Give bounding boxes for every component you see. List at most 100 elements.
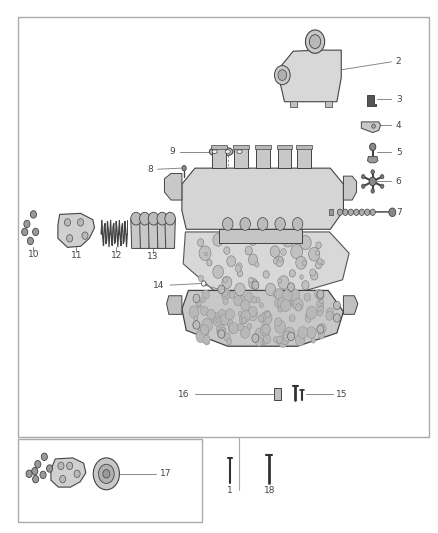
Circle shape <box>307 327 316 338</box>
Circle shape <box>248 309 258 321</box>
Circle shape <box>290 270 295 277</box>
Bar <box>325 101 332 107</box>
Circle shape <box>140 212 150 225</box>
Circle shape <box>203 335 210 344</box>
Text: 7: 7 <box>396 208 402 217</box>
Circle shape <box>275 66 290 85</box>
Circle shape <box>343 209 348 215</box>
Circle shape <box>224 313 230 320</box>
Circle shape <box>255 297 260 303</box>
Circle shape <box>326 308 334 317</box>
Circle shape <box>258 316 264 322</box>
Circle shape <box>369 177 376 185</box>
Circle shape <box>270 246 279 257</box>
Circle shape <box>222 290 228 297</box>
Circle shape <box>281 248 286 255</box>
Text: 4: 4 <box>396 120 402 130</box>
Bar <box>278 147 291 168</box>
Circle shape <box>273 336 278 342</box>
Circle shape <box>207 260 212 266</box>
Text: 12: 12 <box>111 251 122 260</box>
Polygon shape <box>51 458 86 487</box>
Circle shape <box>316 242 321 248</box>
Circle shape <box>193 321 198 328</box>
Bar <box>297 147 311 168</box>
Polygon shape <box>343 296 358 314</box>
Circle shape <box>24 220 30 228</box>
Circle shape <box>361 184 365 188</box>
Polygon shape <box>131 219 141 248</box>
Circle shape <box>359 209 364 215</box>
Circle shape <box>103 470 110 478</box>
Circle shape <box>265 311 270 317</box>
Circle shape <box>41 453 47 461</box>
Circle shape <box>218 310 226 319</box>
Circle shape <box>291 245 303 259</box>
Circle shape <box>233 296 242 306</box>
Circle shape <box>201 281 206 286</box>
Circle shape <box>247 324 252 329</box>
Circle shape <box>289 289 300 302</box>
Circle shape <box>278 70 287 80</box>
Circle shape <box>278 306 283 312</box>
Polygon shape <box>140 219 150 248</box>
Circle shape <box>237 270 243 277</box>
Circle shape <box>217 330 222 335</box>
Circle shape <box>280 334 290 345</box>
Polygon shape <box>164 173 182 200</box>
Circle shape <box>305 316 311 322</box>
Circle shape <box>371 169 374 174</box>
Circle shape <box>292 217 303 230</box>
Circle shape <box>218 330 225 338</box>
Polygon shape <box>219 229 302 243</box>
Polygon shape <box>182 290 343 346</box>
Circle shape <box>200 325 208 335</box>
Circle shape <box>265 311 270 318</box>
Circle shape <box>275 320 286 333</box>
Circle shape <box>232 234 239 243</box>
Circle shape <box>275 318 282 326</box>
Circle shape <box>289 314 295 322</box>
Circle shape <box>239 314 247 324</box>
Circle shape <box>263 271 269 278</box>
Bar <box>211 145 227 149</box>
Circle shape <box>296 304 302 311</box>
Bar <box>274 387 281 400</box>
Circle shape <box>278 335 288 348</box>
Circle shape <box>248 306 257 317</box>
Circle shape <box>380 174 384 179</box>
Bar <box>18 17 428 437</box>
Ellipse shape <box>234 148 245 156</box>
Circle shape <box>198 303 201 308</box>
Circle shape <box>157 212 167 225</box>
Circle shape <box>213 265 223 278</box>
Circle shape <box>254 237 259 243</box>
Circle shape <box>67 462 73 470</box>
Polygon shape <box>183 232 349 296</box>
Circle shape <box>291 300 297 308</box>
Circle shape <box>82 232 88 239</box>
Circle shape <box>189 306 199 318</box>
Circle shape <box>337 209 343 215</box>
Polygon shape <box>367 95 376 106</box>
Circle shape <box>60 475 66 483</box>
Circle shape <box>249 278 257 289</box>
Circle shape <box>306 312 312 320</box>
Bar <box>212 147 226 168</box>
Circle shape <box>223 217 233 230</box>
Circle shape <box>389 208 396 216</box>
Circle shape <box>207 309 215 319</box>
Circle shape <box>298 327 307 338</box>
Circle shape <box>229 291 235 298</box>
Circle shape <box>318 306 324 313</box>
Text: 14: 14 <box>153 280 164 289</box>
Circle shape <box>227 256 236 266</box>
Text: 8: 8 <box>148 165 153 174</box>
Circle shape <box>259 303 263 308</box>
Circle shape <box>248 277 253 283</box>
Circle shape <box>260 336 267 345</box>
Polygon shape <box>165 219 175 248</box>
Circle shape <box>165 212 175 225</box>
Circle shape <box>131 212 141 225</box>
Circle shape <box>318 311 322 316</box>
